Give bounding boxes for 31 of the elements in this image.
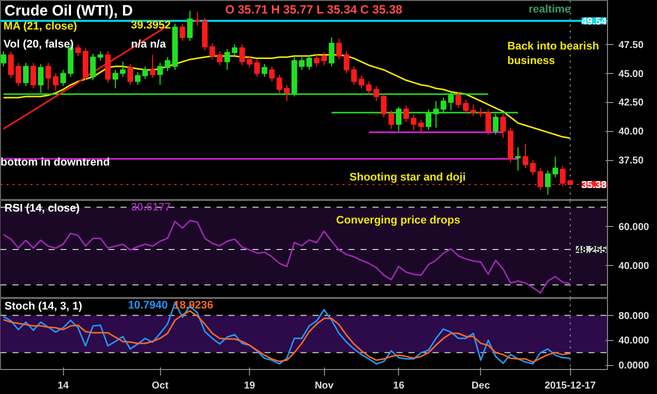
x-tick-label: 2015-12-17	[544, 380, 596, 392]
annotation: O 35.71 H 35.77 L 35.34 C 35.38	[225, 2, 403, 16]
chart-title: RSI (14, close)	[4, 202, 80, 214]
annotation: 10.7940	[128, 300, 168, 312]
y-tick-label: 40.000	[618, 261, 650, 272]
annotation: Back into bearish business	[507, 40, 600, 67]
chart-title: Stoch (14, 3, 1)	[4, 300, 82, 312]
y-tick-label: 37.50	[618, 156, 644, 167]
x-tick-label: 19	[244, 380, 256, 392]
text: MA (21, close)	[4, 20, 78, 32]
y-tick-label: 80.000	[618, 310, 650, 322]
x-tick-label: Oct	[152, 380, 170, 392]
y-tick-label: 0.0000	[618, 360, 650, 372]
y-tick-label: 42.50	[618, 98, 644, 109]
x-tick-label: Dec	[472, 380, 490, 392]
annotation: Vol (20, false)	[4, 38, 74, 50]
y-tick-label: 40.00	[618, 126, 644, 138]
annotation: Shooting star and doji	[350, 172, 466, 184]
chart-title: Crude Oil (WTI), D	[4, 2, 133, 20]
annotation: realtime	[528, 4, 571, 16]
y-tick-label: 47.50	[618, 40, 644, 51]
y-tick-label: 60.000	[618, 222, 650, 234]
x-tick-label: Nov	[314, 380, 334, 392]
x-tick-label: 16	[393, 380, 405, 392]
annotation: 30.6177	[131, 202, 171, 214]
y-tick-label: 45.00	[618, 68, 644, 80]
x-tick-label: 14	[58, 380, 70, 392]
annotation: 39.3952	[131, 20, 171, 32]
y-tick-label: 40.000	[618, 336, 650, 347]
annotation: Converging price drops	[336, 214, 460, 226]
annotation: bottom in downtrend	[0, 156, 110, 168]
